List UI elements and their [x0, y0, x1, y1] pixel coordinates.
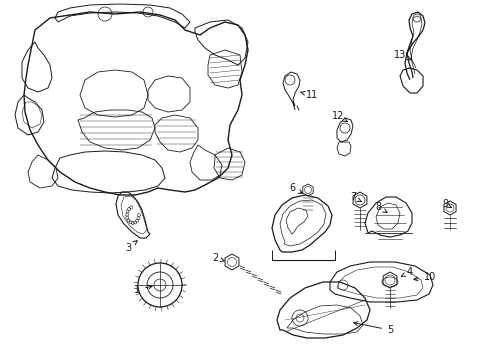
Text: 4: 4 — [401, 267, 412, 277]
Text: 9: 9 — [441, 199, 450, 209]
Text: 7: 7 — [349, 192, 361, 202]
Text: 10: 10 — [413, 272, 435, 282]
Text: 1: 1 — [134, 285, 152, 295]
Text: 6: 6 — [288, 183, 302, 193]
Text: 2: 2 — [211, 253, 224, 263]
Text: 11: 11 — [300, 90, 318, 100]
Text: 12: 12 — [331, 111, 346, 122]
Text: 13: 13 — [393, 50, 411, 60]
Text: 3: 3 — [124, 241, 137, 253]
Text: 8: 8 — [374, 202, 386, 212]
Text: 5: 5 — [353, 321, 392, 335]
